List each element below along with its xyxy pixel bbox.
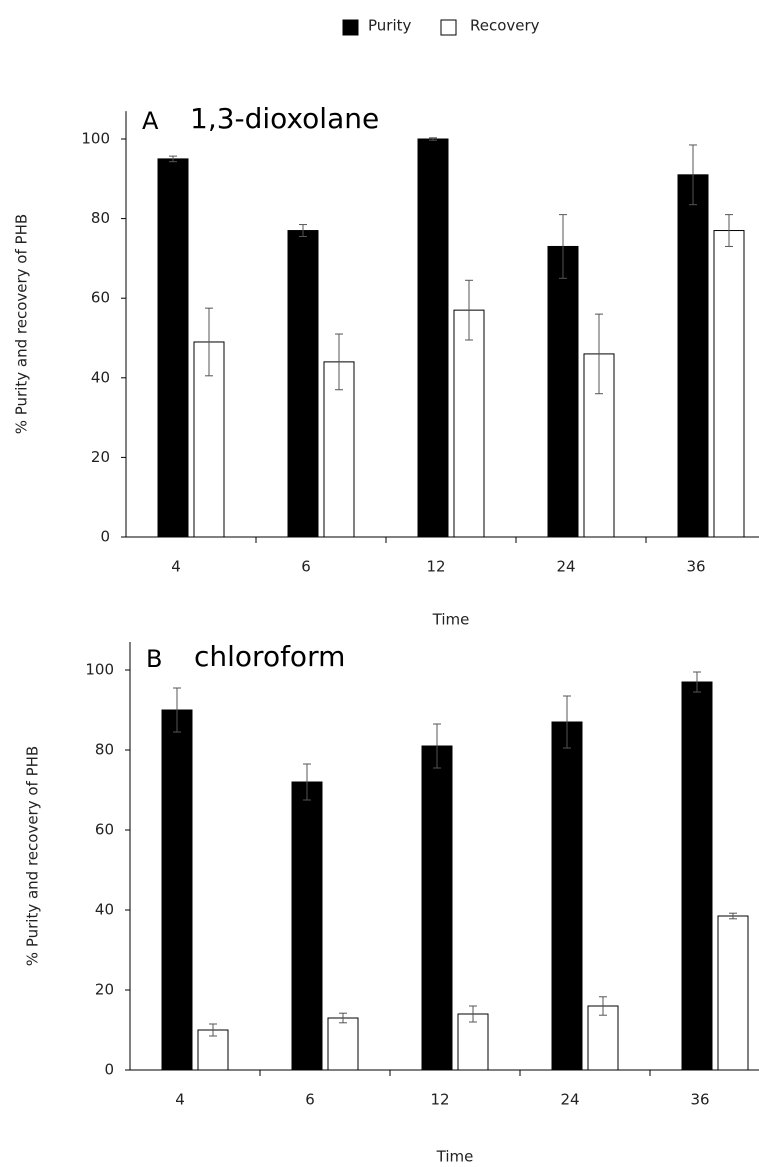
x-tick-label: 6 [301,558,311,576]
legend-label: Purity [368,17,412,35]
x-tick-label: 4 [175,1091,185,1109]
x-tick-label: 36 [690,1091,709,1109]
bar [457,1013,489,1071]
y-tick-label: 40 [95,901,114,919]
x-axis-label: Time [436,1148,474,1166]
y-tick-label: 40 [91,368,110,386]
bar [287,230,319,538]
y-tick-label: 80 [91,209,110,227]
bar [417,138,449,538]
legend-label: Recovery [470,17,540,35]
y-tick-label: 20 [95,981,114,999]
y-axis-label: % Purity and recovery of PHB [13,214,31,434]
y-axis-label: % Purity and recovery of PHB [24,746,42,966]
x-axis-label: Time [432,611,470,629]
y-tick-label: 60 [95,821,114,839]
bar [157,158,189,538]
y-tick-label: 0 [100,528,110,546]
bar [551,721,583,1071]
x-tick-label: 24 [560,1091,579,1109]
x-tick-label: 12 [430,1091,449,1109]
y-tick-label: 80 [95,741,114,759]
bar [547,245,579,538]
y-tick-label: 0 [104,1061,114,1079]
bar [291,781,323,1071]
legend-swatch [440,19,457,36]
x-tick-label: 36 [686,558,705,576]
bar [717,915,749,1071]
x-tick-label: 6 [305,1091,315,1109]
x-tick-label: 24 [556,558,575,576]
chart-title: chloroform [194,640,345,673]
bar [323,361,355,538]
chart-title: 1,3-dioxolane [190,102,379,135]
x-tick-label: 12 [426,558,445,576]
bar [713,230,745,538]
bar [453,309,485,538]
x-tick-label: 4 [171,558,181,576]
bar [327,1017,359,1071]
bar [421,745,453,1071]
panel-label: B [146,645,162,673]
bar [681,681,713,1071]
panel-label: A [142,107,159,135]
bar [161,709,193,1071]
y-tick-label: 60 [91,289,110,307]
y-tick-label: 20 [91,448,110,466]
legend-swatch [342,19,359,36]
y-tick-label: 100 [81,130,110,148]
y-tick-label: 100 [85,661,114,679]
bar [197,1029,229,1071]
bar [677,174,709,538]
